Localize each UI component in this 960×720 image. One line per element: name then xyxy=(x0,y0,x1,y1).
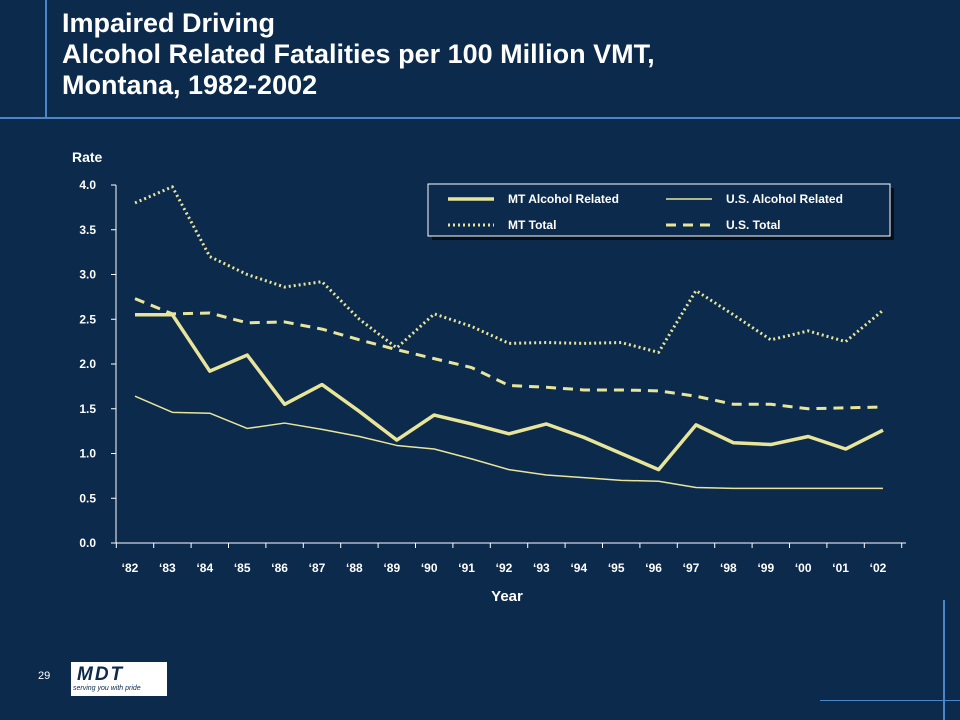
y-tick-label: 2.5 xyxy=(79,312,96,326)
accent-horizontal-line xyxy=(0,117,960,119)
x-tick-label: ‘98 xyxy=(720,561,737,575)
legend-label-mt-total: MT Total xyxy=(508,218,556,232)
x-tick-label: ‘93 xyxy=(533,561,550,575)
x-axis-title: Year xyxy=(491,588,523,605)
x-tick-label: ‘02 xyxy=(870,561,887,575)
x-tick-label: ‘92 xyxy=(496,561,513,575)
x-tick-label: ‘01 xyxy=(832,561,849,575)
title-line-2: Alcohol Related Fatalities per 100 Milli… xyxy=(62,39,655,69)
x-tick-label: ‘83 xyxy=(159,561,176,575)
mdt-logo: MDT serving you with pride xyxy=(71,662,167,696)
y-tick-label: 1.5 xyxy=(79,402,96,416)
legend-box xyxy=(427,183,891,237)
x-tick-label: ‘88 xyxy=(346,561,363,575)
y-tick-label: 0.5 xyxy=(79,491,96,505)
legend-label-mt-alcohol-related: MT Alcohol Related xyxy=(508,192,619,206)
accent-vertical-line xyxy=(45,0,47,118)
legend-label-u-s-total: U.S. Total xyxy=(726,218,780,232)
x-tick-label: ‘89 xyxy=(383,561,400,575)
x-tick-label: ‘86 xyxy=(271,561,288,575)
y-tick-label: 3.0 xyxy=(79,268,96,282)
legend-label-u-s-alcohol-related: U.S. Alcohol Related xyxy=(726,192,843,206)
legend: MT Alcohol Related U.S. Alcohol Related MT… xyxy=(427,183,894,240)
x-tick-label: ‘94 xyxy=(570,561,587,575)
title-line-3: Montana, 1982-2002 xyxy=(62,70,318,100)
x-tick-label: ‘91 xyxy=(458,561,475,575)
title-line-1: Impaired Driving xyxy=(62,8,276,38)
y-tick-label: 1.0 xyxy=(79,447,96,461)
y-tick-label: 0.0 xyxy=(79,536,96,550)
x-tick-label: ‘00 xyxy=(795,561,812,575)
x-tick-label: ‘90 xyxy=(421,561,438,575)
y-tick-label: 4.0 xyxy=(79,178,96,192)
y-tick-label: 3.5 xyxy=(79,223,96,237)
x-tick-label: ‘87 xyxy=(309,561,326,575)
y-axis-title: Rate xyxy=(72,149,103,165)
x-tick-label: ‘96 xyxy=(645,561,662,575)
x-tick-label: ‘97 xyxy=(683,561,700,575)
y-tick-label: 2.0 xyxy=(79,357,96,371)
x-tick-label: ‘95 xyxy=(608,561,625,575)
x-tick-label: ‘84 xyxy=(196,561,213,575)
accent-corner-vertical-line xyxy=(943,600,945,720)
x-tick-label: ‘82 xyxy=(122,561,139,575)
series-line-mt-alcohol-related xyxy=(135,313,884,472)
x-tick-label: ‘85 xyxy=(234,561,251,575)
accent-corner-horizontal-line xyxy=(820,700,960,701)
series-line-u-s-alcohol-related xyxy=(134,395,883,490)
page-title: Impaired Driving Alcohol Related Fatalit… xyxy=(62,8,655,101)
x-tick-label: ‘99 xyxy=(757,561,774,575)
logo-tagline: serving you with pride xyxy=(73,685,141,692)
page-number: 29 xyxy=(38,670,51,682)
logo-text: MDT xyxy=(77,664,125,685)
series-line-u-s-total xyxy=(134,297,884,411)
